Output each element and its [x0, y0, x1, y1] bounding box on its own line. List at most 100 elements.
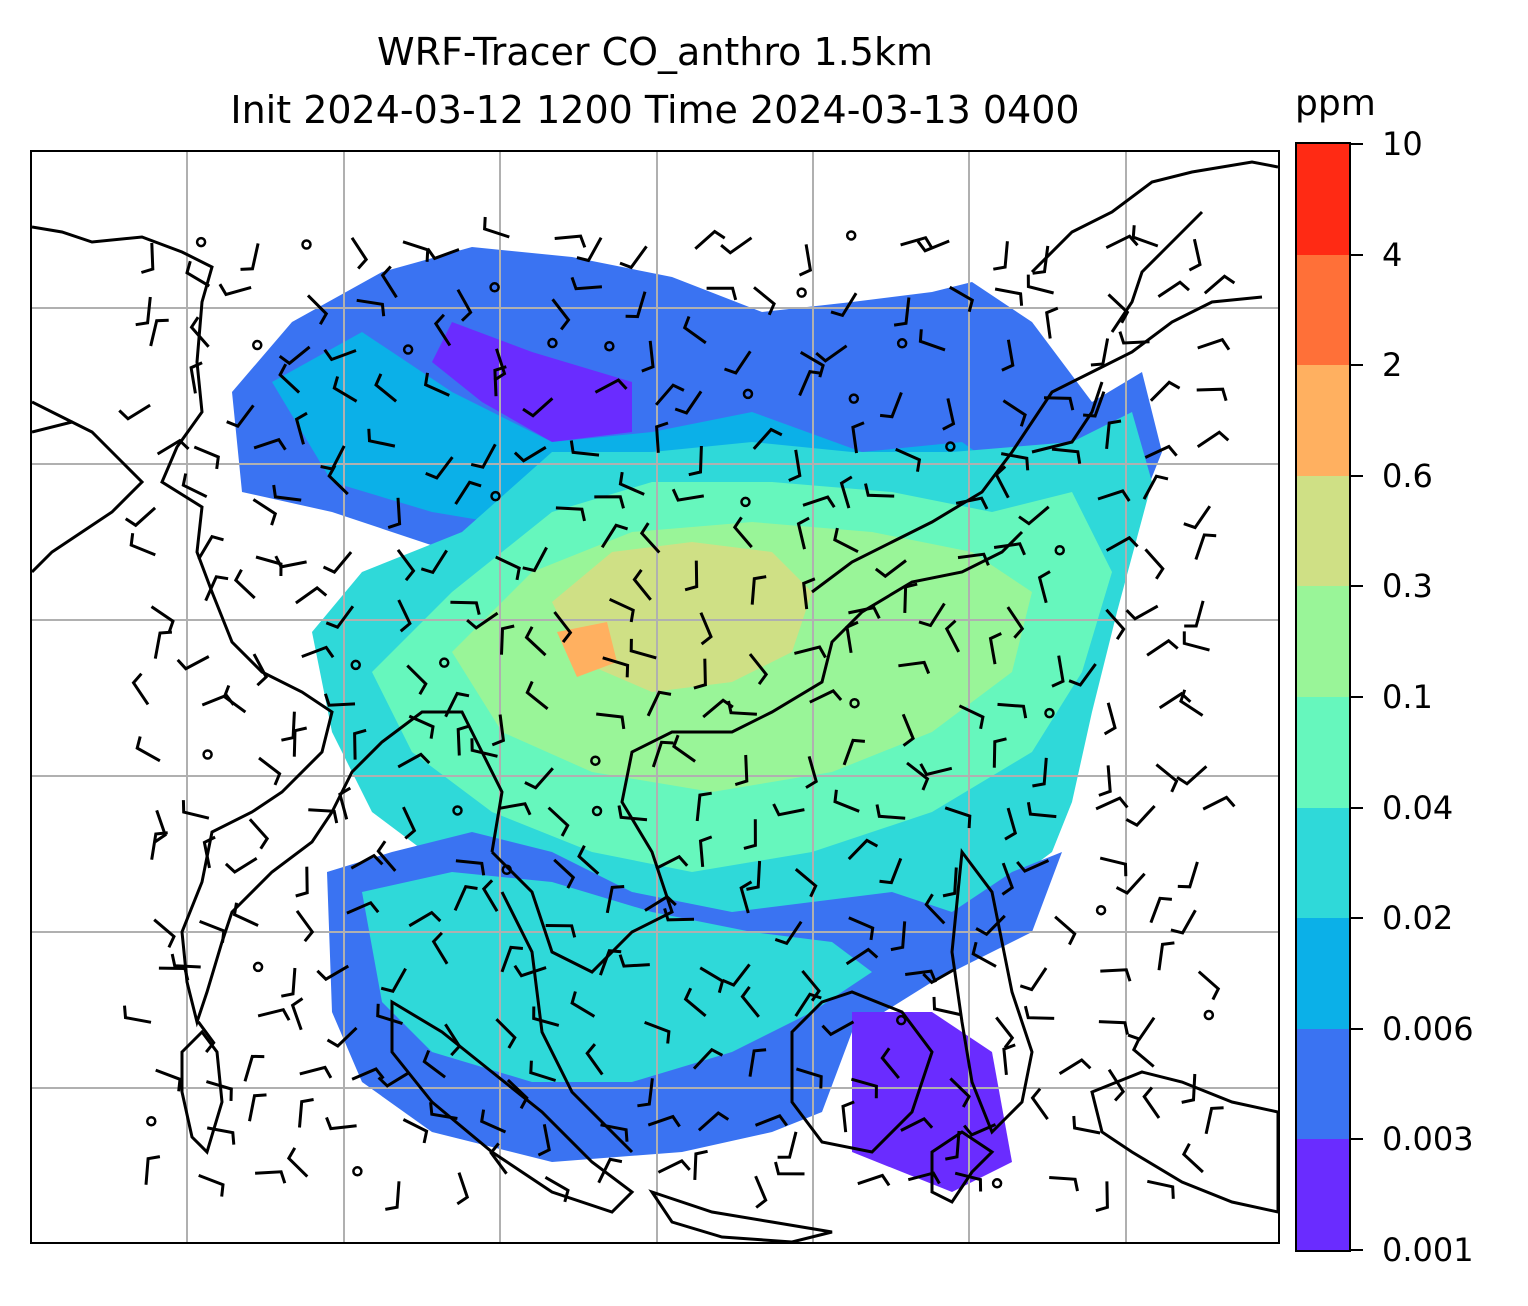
wind-barb	[150, 831, 168, 860]
wind-barb	[1157, 280, 1190, 298]
map-panel[interactable]	[30, 150, 1280, 1244]
wind-barb	[919, 763, 953, 777]
wind-barb	[1105, 419, 1122, 450]
wind-barb	[294, 411, 308, 445]
wind-barb	[895, 447, 922, 472]
colorbar-segment	[1297, 585, 1349, 697]
wind-barb	[243, 1054, 265, 1082]
wind-barb	[954, 1171, 983, 1192]
wind-barb	[1196, 430, 1230, 449]
wind-barb	[1203, 274, 1236, 295]
coastline-new-guinea	[1090, 1070, 1278, 1214]
wind-barb	[1004, 807, 1018, 841]
wind-barb	[874, 559, 907, 579]
colorbar-segment	[1297, 364, 1349, 476]
wind-barb	[500, 945, 524, 973]
wind-barb	[1184, 600, 1205, 628]
field-region-main-orange	[557, 622, 617, 677]
wind-barb	[491, 714, 506, 747]
coastline-russia-east	[1030, 160, 1278, 274]
wind-barb	[495, 1018, 517, 1049]
wind-barb	[118, 403, 151, 421]
wind-barb	[204, 575, 229, 602]
co-concentration-field	[232, 247, 1162, 1192]
wind-barb	[724, 350, 752, 375]
wind-barb	[450, 600, 481, 615]
wind-barb	[322, 551, 353, 574]
wind-barb	[997, 702, 1028, 719]
wind-barb	[513, 446, 547, 463]
wind-barb	[890, 921, 907, 952]
wind-barb	[470, 738, 498, 758]
wind-barb	[248, 818, 270, 850]
wind-barb	[794, 868, 818, 898]
wind-barb	[444, 1023, 462, 1057]
wind-barb	[1125, 604, 1159, 621]
wind-barb	[524, 626, 547, 657]
wind-barb	[1196, 387, 1228, 402]
field-region-main-yellow	[552, 542, 812, 692]
wind-barb	[513, 964, 547, 978]
wind-barb	[257, 1007, 291, 1021]
calm-wind-marker	[1044, 707, 1055, 719]
wind-barb	[1051, 655, 1065, 688]
colorbar-tick-label: 4	[1382, 235, 1403, 274]
wind-barb	[1045, 306, 1059, 339]
calm-wind-marker	[195, 236, 207, 248]
wind-barb	[732, 516, 753, 549]
wind-barb	[197, 1020, 216, 1054]
colorbar-unit-label: ppm	[1295, 83, 1376, 124]
wind-barb	[150, 605, 175, 634]
wind-barb	[408, 714, 435, 739]
colorbar-tick-label: 0.006	[1382, 1009, 1474, 1048]
wind-barb	[1030, 1087, 1049, 1120]
wind-barb	[654, 383, 685, 406]
wind-barb	[325, 605, 355, 630]
wind-barb	[1204, 1106, 1224, 1135]
wind-barb	[798, 370, 823, 397]
wind-barb	[240, 243, 260, 271]
wind-barb	[569, 440, 600, 457]
coastline-japan	[1110, 210, 1204, 333]
wind-barb	[850, 1077, 878, 1099]
wind-barb	[879, 391, 903, 419]
wind-barb	[1001, 862, 1015, 896]
calm-wind-marker	[146, 1116, 157, 1127]
wind-barb	[308, 808, 339, 824]
wind-barb	[222, 684, 247, 714]
wind-barb	[1181, 1073, 1197, 1104]
wind-barb	[727, 700, 757, 716]
wind-barb	[1026, 802, 1057, 819]
wind-barb	[918, 329, 946, 352]
wind-barb	[942, 398, 956, 431]
colorbar-tick	[1351, 1027, 1363, 1030]
wind-barb	[597, 1157, 623, 1184]
wind-barb	[788, 449, 802, 482]
wind-barb	[1100, 968, 1132, 982]
wind-barb	[470, 443, 497, 469]
wind-barb	[376, 840, 397, 872]
wind-barb	[1144, 548, 1165, 580]
wind-barb	[377, 1071, 411, 1088]
wind-barb	[131, 672, 150, 706]
colorbar-tick-label: 2	[1382, 346, 1403, 385]
wind-barb	[851, 421, 865, 454]
calm-wind-marker	[489, 282, 500, 293]
wind-barb	[258, 756, 282, 786]
wind-barb	[205, 1080, 233, 1101]
wind-barb	[281, 967, 297, 998]
wind-barb	[706, 286, 738, 301]
wind-barb	[906, 761, 930, 791]
wind-barb	[655, 421, 669, 453]
wind-barb	[900, 1116, 934, 1132]
wind-barb	[1098, 765, 1112, 797]
wind-barb	[433, 313, 452, 347]
wind-barb	[900, 235, 934, 249]
wind-barb	[924, 893, 946, 925]
wind-barb	[367, 428, 396, 448]
wind-barb	[185, 260, 211, 288]
wind-barb	[524, 767, 554, 790]
wind-barb	[426, 247, 460, 261]
wind-barb	[374, 373, 398, 403]
wind-barb	[278, 363, 301, 394]
